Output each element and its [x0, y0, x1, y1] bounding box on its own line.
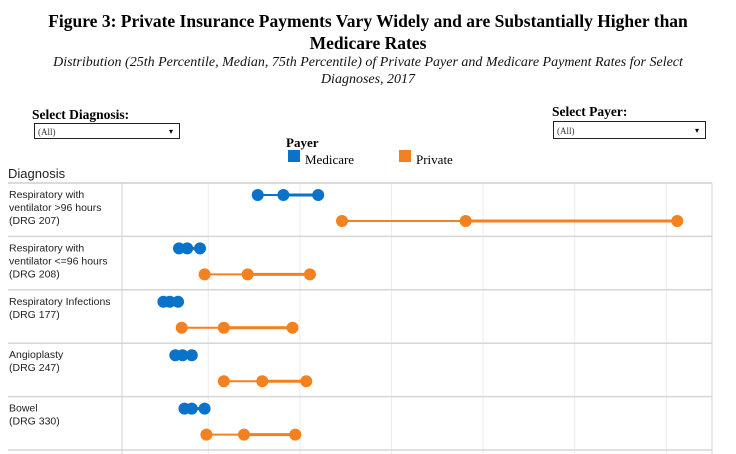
- subtitle-line: Diagnoses, 2017: [320, 72, 416, 87]
- diagnosis-filter-label: Select Diagnosis:: [32, 107, 130, 122]
- diagnosis-label: Angioplasty (DRG 247): [9, 349, 64, 374]
- diagnosis-row: Respiratory with ventilator >96 hours (DRG…: [8, 189, 712, 238]
- private-p75-point[interactable]: [671, 215, 684, 227]
- medicare-median-point[interactable]: [185, 402, 198, 415]
- diagnosis-label-line: (DRG 247): [9, 362, 60, 374]
- legend-swatch-private: [399, 150, 411, 162]
- diagnosis-label-line: (DRG 207): [9, 215, 60, 227]
- diagnosis-label: Respiratory with ventilator >96 hours (DRG…: [9, 189, 102, 227]
- medicare-p25-point[interactable]: [172, 242, 185, 255]
- medicare-p25-point[interactable]: [251, 189, 264, 201]
- diagnosis-row: Respiratory with ventilator <=96 hours (DR…: [8, 242, 712, 291]
- title-line: Medicare Rates: [309, 33, 427, 53]
- diagnosis-dropdown[interactable]: (All) ▾: [34, 123, 180, 139]
- payer-dropdown[interactable]: (All) ▾: [553, 121, 706, 139]
- medicare-p75-point[interactable]: [185, 349, 198, 362]
- diagnosis-label-line: Bowel: [9, 403, 38, 415]
- private-p25-point[interactable]: [198, 268, 211, 281]
- medicare-p75-point[interactable]: [172, 295, 185, 308]
- subtitle-line: Distribution (25th Percentile, Median, 7…: [53, 55, 683, 70]
- legend-label-medicare: Medicare: [305, 152, 354, 167]
- legend-swatch-medicare: [288, 150, 300, 162]
- private-median-point[interactable]: [237, 428, 250, 441]
- private-p75-point[interactable]: [303, 268, 316, 281]
- diagnosis-label: Bowel (DRG 330): [9, 403, 60, 428]
- private-p25-point[interactable]: [200, 428, 213, 441]
- medicare-median-point[interactable]: [176, 349, 189, 362]
- chevron-down-icon: ▾: [694, 126, 699, 135]
- private-p75-point[interactable]: [300, 375, 313, 388]
- chevron-down-icon: ▾: [168, 127, 173, 136]
- private-median-point[interactable]: [217, 321, 230, 334]
- diagnosis-row: Bowel (DRG 330): [8, 402, 712, 451]
- diagnosis-label-line: (DRG 208): [9, 268, 60, 280]
- medicare-p75-point[interactable]: [194, 242, 207, 255]
- diagnosis-dropdown-value: (All): [38, 127, 56, 137]
- legend-label-private: Private: [416, 152, 453, 167]
- private-p25-point[interactable]: [175, 321, 188, 334]
- medicare-p75-point[interactable]: [312, 189, 325, 201]
- diagnosis-label-line: Angioplasty: [9, 349, 64, 361]
- medicare-median-point[interactable]: [277, 189, 290, 201]
- diagnosis-label: Respiratory Infections (DRG 177): [9, 296, 111, 321]
- medicare-median-point[interactable]: [181, 242, 194, 255]
- private-p75-point[interactable]: [286, 321, 299, 334]
- diagnosis-row: Respiratory Infections (DRG 177): [8, 295, 712, 344]
- diagnosis-label-line: ventilator >96 hours: [9, 202, 102, 214]
- private-median-point[interactable]: [459, 215, 472, 227]
- diagnosis-label-line: ventilator <=96 hours: [9, 255, 108, 267]
- diagnosis-label-line: (DRG 330): [9, 416, 60, 428]
- private-p25-point[interactable]: [217, 375, 230, 388]
- figure-subtitle: Distribution (25th Percentile, Median, 7…: [10, 54, 726, 88]
- legend-title: Payer: [286, 135, 319, 150]
- diagnosis-label-line: (DRG 177): [9, 309, 60, 321]
- private-median-point[interactable]: [256, 375, 269, 388]
- diagnosis-label: Respiratory with ventilator <=96 hours (DR…: [9, 242, 108, 280]
- private-p25-point[interactable]: [336, 215, 349, 227]
- figure-title: Figure 3: Private Insurance Payments Var…: [0, 10, 736, 54]
- title-line: Figure 3: Private Insurance Payments Var…: [48, 11, 688, 31]
- private-median-point[interactable]: [241, 268, 254, 281]
- row-header: Diagnosis: [8, 166, 66, 181]
- medicare-p75-point[interactable]: [198, 402, 211, 415]
- diagnosis-row: Angioplasty (DRG 247): [8, 349, 712, 398]
- medicare-median-point[interactable]: [163, 295, 176, 308]
- diagnosis-label-line: Respiratory with: [9, 242, 84, 254]
- payer-dropdown-value: (All): [557, 126, 575, 136]
- private-p75-point[interactable]: [289, 428, 302, 441]
- diagnosis-label-line: Respiratory Infections: [9, 296, 111, 308]
- diagnosis-label-line: Respiratory with: [9, 189, 84, 201]
- payer-filter-label: Select Payer:: [552, 104, 628, 119]
